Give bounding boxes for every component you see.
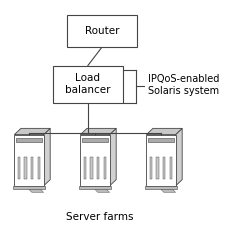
Bar bbox=[163, 157, 165, 179]
Bar bbox=[79, 186, 111, 189]
Polygon shape bbox=[110, 128, 116, 186]
Bar bbox=[38, 157, 40, 179]
Text: Server farms: Server farms bbox=[66, 212, 133, 222]
Bar bbox=[80, 135, 110, 186]
Bar bbox=[67, 15, 137, 47]
Polygon shape bbox=[29, 189, 43, 192]
Bar bbox=[18, 157, 20, 179]
Bar bbox=[148, 138, 174, 142]
Polygon shape bbox=[43, 128, 50, 186]
Bar bbox=[53, 65, 123, 103]
Bar bbox=[150, 157, 152, 179]
Text: Load
balancer: Load balancer bbox=[65, 73, 111, 95]
Text: Router: Router bbox=[85, 26, 119, 36]
Bar bbox=[84, 157, 86, 179]
Polygon shape bbox=[161, 189, 176, 192]
Polygon shape bbox=[176, 128, 182, 186]
Bar bbox=[145, 186, 177, 189]
Bar bbox=[157, 157, 158, 179]
Bar bbox=[146, 135, 176, 186]
Bar bbox=[170, 157, 172, 179]
Bar bbox=[98, 157, 99, 179]
Bar bbox=[91, 157, 92, 179]
Bar bbox=[24, 157, 27, 179]
Bar bbox=[14, 135, 43, 186]
Bar bbox=[31, 157, 33, 179]
Bar bbox=[13, 186, 45, 189]
Bar bbox=[104, 157, 106, 179]
Bar bbox=[82, 138, 108, 142]
Polygon shape bbox=[14, 128, 50, 135]
Polygon shape bbox=[146, 128, 182, 135]
Polygon shape bbox=[95, 189, 110, 192]
Bar bbox=[16, 138, 42, 142]
Text: IPQoS-enabled
Solaris system: IPQoS-enabled Solaris system bbox=[148, 74, 219, 96]
Polygon shape bbox=[80, 128, 116, 135]
